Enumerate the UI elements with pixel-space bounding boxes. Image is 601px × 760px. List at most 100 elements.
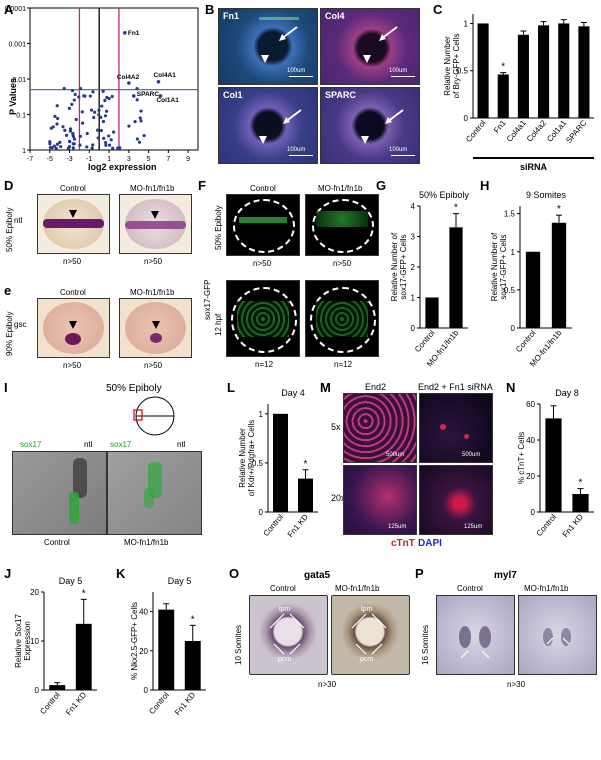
data-point: [72, 98, 76, 102]
col1-label: Col1: [223, 90, 243, 100]
data-point: [49, 126, 53, 130]
data-point: [78, 143, 82, 147]
e-mo-label: MO-fn1/fn1b: [130, 288, 175, 297]
data-point: [104, 143, 108, 147]
panel-label-j: J: [4, 566, 12, 581]
data-point: [101, 119, 106, 124]
m-sb500-2: 500um: [462, 452, 481, 458]
m-ctnt-label: cTnT: [391, 538, 415, 549]
bar-l-1: [298, 478, 313, 512]
sparc-label: SPARC: [325, 90, 356, 100]
labeled-point-sparc: [131, 94, 136, 98]
bar-k-0: [158, 609, 175, 690]
y-tick-label: 3: [411, 233, 416, 242]
labeled-point-col4a1: [156, 80, 161, 84]
fn1-micrograph: Fn1 100um: [218, 8, 318, 85]
arrow-icon: [385, 109, 404, 124]
arrow-icon: [379, 26, 398, 41]
y-tick-label: 1: [464, 19, 469, 28]
bar-h-1: [551, 222, 567, 328]
y-tick-label: 40: [139, 608, 148, 617]
o-mo-embryo: lpm pcm: [331, 595, 410, 675]
data-point: [133, 120, 137, 124]
data-point: [63, 128, 67, 132]
data-point: [85, 145, 89, 149]
significance-star: *: [82, 588, 86, 599]
labeled-point-col4a2: [127, 81, 131, 85]
scale-bar-label: 100um: [389, 147, 408, 153]
y-tick-label: 40: [526, 436, 535, 445]
f-reporter-label: sox17-GFP: [203, 279, 212, 320]
y-tick-label: 0: [35, 686, 40, 695]
panel-label-d: D: [4, 178, 14, 193]
f-mo-50-micrograph: [305, 194, 379, 256]
d-mo-label: MO-fn1/fn1b: [130, 184, 175, 193]
labeled-point-label: Fn1: [128, 30, 140, 37]
col4-label: Col4: [325, 11, 345, 21]
x-tick-label: 1: [107, 156, 111, 163]
volcano-xlabel: log2 expression: [88, 162, 157, 172]
data-point: [68, 127, 73, 131]
significance-star: *: [191, 614, 195, 625]
data-point: [137, 140, 142, 144]
bar-g-1: [449, 227, 463, 328]
data-point: [97, 108, 101, 112]
d-mo-embryo: [119, 194, 192, 254]
data-point: [99, 115, 103, 119]
i-ntl-label-mo: ntl: [177, 440, 186, 449]
y-tick-label: 0: [411, 324, 416, 333]
data-point: [50, 145, 54, 150]
m-mag5: 5x: [331, 422, 341, 432]
y-tick-label: 0.0001: [5, 6, 27, 13]
i-ntl-label-control: ntl: [84, 440, 93, 449]
p-stage-label: 16 Somites: [421, 624, 430, 665]
f-stage1-label: 50% Epiboly: [214, 205, 223, 250]
bar-h-0: [525, 251, 541, 328]
y-axis-label: of Kdr+/Pdgfra+ Cells: [247, 420, 256, 496]
bar-n-0: [545, 418, 562, 512]
data-point: [111, 146, 115, 150]
data-point: [96, 128, 100, 132]
panel-label-e: e: [4, 283, 12, 298]
arrow-icon: [460, 650, 490, 659]
f-control-12hpf-micrograph: [226, 280, 300, 357]
panel-label-p: P: [415, 566, 424, 581]
p-mo-embryo: [518, 595, 597, 675]
scale-bar-label: 100um: [389, 68, 408, 74]
data-point: [67, 106, 71, 110]
data-point: [66, 146, 71, 150]
m-end2-20x-micrograph: 125um: [343, 465, 417, 535]
data-point: [104, 141, 108, 145]
panel-label-a: A: [4, 2, 14, 17]
data-point: [100, 104, 104, 108]
m-sb500: 500um: [386, 452, 405, 458]
y-axis-label: Expression: [23, 621, 32, 661]
data-point: [116, 146, 120, 150]
i-sox17-label-mo: sox17: [110, 440, 132, 449]
y-tick-label: 0: [464, 114, 469, 123]
x-tick-label: 3: [127, 156, 131, 163]
data-point: [72, 142, 76, 146]
panel-label-f: F: [198, 178, 206, 193]
chart-title: Day 5: [168, 576, 192, 586]
arrowhead-icon: [152, 321, 160, 329]
arrowhead-icon: [363, 55, 371, 63]
data-point: [55, 142, 60, 146]
y-tick-label: 0.5: [504, 286, 516, 295]
i-title: 50% Epiboly: [106, 383, 162, 394]
x-tick-label: -1: [86, 156, 92, 163]
chart-title: 9 Somites: [526, 190, 567, 200]
y-tick-label: 2: [411, 263, 416, 272]
data-point: [59, 145, 63, 149]
f-mo-label: MO-fn1/fn1b: [318, 184, 363, 193]
arrow-icon: [283, 109, 302, 124]
chart-title: Day 8: [555, 388, 579, 398]
bar-j-1: [75, 623, 92, 690]
y-axis-label: Relative Sox17: [14, 614, 23, 668]
e-mo-embryo: [119, 298, 192, 358]
y-axis-label: Relative Number of: [390, 232, 399, 301]
m-end2-5x-micrograph: 500um: [343, 393, 417, 463]
panel-label-g: G: [376, 178, 387, 193]
